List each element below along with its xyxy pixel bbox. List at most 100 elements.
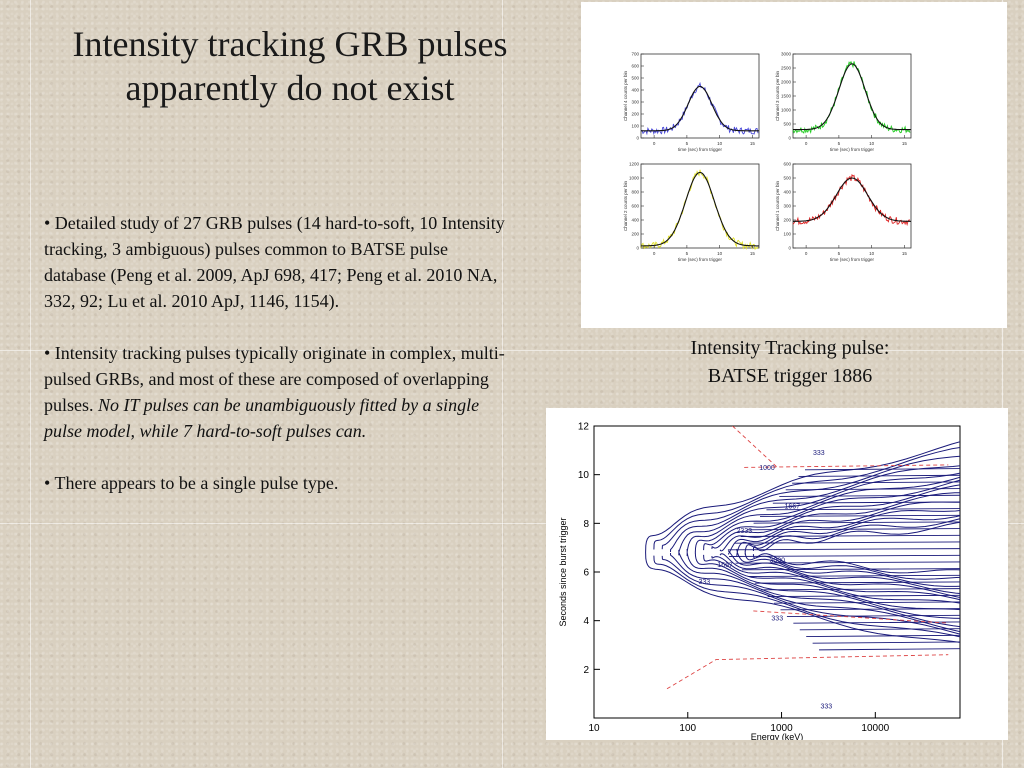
lightcurve-figure: 0 5 10 15 0 100 200 300 400 500 600 700 time (sec) f… (581, 2, 1007, 328)
y-tick-label: 1000 (629, 176, 640, 181)
trace-line (744, 464, 949, 468)
x-tick-label: 15 (750, 251, 756, 256)
contour-line (772, 501, 960, 504)
y-tick-label: 8 (583, 519, 589, 530)
contour-line (740, 534, 960, 537)
contour-line (819, 648, 960, 651)
y-tick-label: 2500 (781, 66, 792, 71)
y-axis-label: Channel 4 counts per bin (623, 70, 628, 121)
x-tick-label: 0 (653, 251, 656, 256)
contour-level-label: 1667 (717, 562, 733, 569)
bullet-text: • There appears to be a single pulse typ… (44, 473, 339, 493)
plot-frame (792, 53, 912, 139)
x-tick-label: 100 (679, 723, 696, 734)
y-tick-label: 500 (783, 122, 791, 127)
x-axis-label: time (sec) from trigger (678, 147, 723, 152)
y-tick-label: 0 (636, 136, 639, 141)
trace-line (666, 654, 949, 690)
bullet-item-3: • There appears to be a single pulse typ… (44, 470, 506, 496)
x-tick-label: 0 (805, 251, 808, 256)
contour-line (753, 521, 960, 524)
contour-line (661, 455, 960, 635)
model-fit-line (793, 63, 911, 131)
x-tick-label: 5 (838, 251, 841, 256)
slide-title: Intensity tracking GRB pulses apparently… (20, 22, 560, 110)
contour-line (752, 521, 960, 574)
contour-level-label: 333 (813, 450, 825, 457)
contour-line (645, 441, 960, 643)
bullet-list: • Detailed study of 27 GRB pulses (14 ha… (44, 210, 506, 522)
y-tick-label: 600 (783, 162, 791, 167)
data-series-line (792, 173, 911, 227)
lightcurve-panel-top-right: 0 5 10 15 0 500 1000 1500 2000 2500 3000 time (sec)… (775, 52, 912, 152)
y-tick-label: 100 (783, 232, 791, 237)
y-axis-label: Channel 1 counts per bin (775, 180, 780, 231)
y-axis-label: Channel 3 counts per bin (775, 70, 780, 121)
contour-line (678, 472, 960, 628)
x-tick-label: 10 (717, 251, 723, 256)
lightcurve-panel-top-left: 0 5 10 15 0 100 200 300 400 500 600 700 time (sec) f… (623, 52, 760, 152)
figure-caption: Intensity Tracking pulse: BATSE trigger … (610, 334, 970, 390)
y-tick-label: 0 (788, 136, 791, 141)
contour-plot: 1000 333 333 333 333 2333 1667 3000 1667 10 100 100… (558, 422, 961, 742)
contour-line (736, 515, 960, 587)
x-tick-label: 10 (869, 141, 875, 146)
contour-level-label: 2333 (736, 528, 752, 535)
data-series-line (640, 81, 759, 136)
x-tick-label: 10 (869, 251, 875, 256)
contour-line (686, 476, 960, 619)
caption-line-1: Intensity Tracking pulse: (690, 337, 890, 359)
x-tick-label: 15 (902, 141, 908, 146)
bullet-italic-text: No IT pulses can be unambiguously fitted… (44, 395, 480, 441)
contour-lines: 1000 333 333 333 333 2333 1667 3000 1667 (645, 426, 960, 710)
y-tick-label: 300 (783, 204, 791, 209)
x-tick-label: 5 (838, 141, 841, 146)
x-tick-label: 0 (653, 141, 656, 146)
contour-line (728, 509, 960, 595)
y-tick-label: 1500 (781, 94, 792, 99)
contour-line (760, 514, 960, 517)
model-fit-line (641, 85, 759, 132)
y-axis-label: Seconds since burst trigger (558, 517, 568, 626)
contour-line (785, 488, 960, 491)
y-tick-label: 2000 (781, 80, 792, 85)
y-tick-label: 400 (631, 88, 639, 93)
contour-line (748, 574, 960, 577)
y-tick-label: 3000 (781, 52, 792, 57)
x-axis-label: Energy (keV) (751, 732, 804, 740)
contour-line (735, 561, 960, 564)
tile-seam (0, 350, 1024, 351)
y-tick-label: 400 (631, 218, 639, 223)
data-series-line (640, 169, 759, 251)
y-tick-label: 500 (783, 176, 791, 181)
bullet-item-1: • Detailed study of 27 GRB pulses (14 ha… (44, 210, 506, 314)
contour-line (741, 568, 960, 571)
contour-line (767, 594, 960, 597)
x-tick-label: 1000 (770, 723, 793, 734)
lightcurve-panel-bottom-right: 0 5 10 15 0 100 200 300 400 500 600 time (sec) from… (775, 162, 912, 262)
contour-line (711, 492, 960, 601)
model-fit-line (792, 177, 912, 222)
tile-seam (30, 0, 31, 768)
contour-level-label: 3000 (769, 557, 785, 564)
y-tick-label: 1000 (781, 108, 792, 113)
contour-line (793, 621, 960, 624)
y-tick-label: 500 (631, 76, 639, 81)
x-axis-label: time (sec) from trigger (830, 257, 875, 262)
y-tick-label: 200 (631, 232, 639, 237)
y-tick-label: 200 (631, 112, 639, 117)
bullet-text: • Detailed study of 27 GRB pulses (14 ha… (44, 213, 505, 311)
contour-line (806, 634, 960, 637)
plot-frame (640, 53, 760, 139)
contour-line (780, 608, 960, 611)
plot-frame (640, 163, 760, 249)
contour-line (670, 465, 960, 633)
contour-line (703, 484, 960, 604)
contour-line (779, 494, 960, 497)
contour-line (786, 614, 960, 617)
y-tick-label: 400 (783, 190, 791, 195)
contour-level-label: 1667 (784, 504, 800, 511)
trace-line (753, 610, 949, 624)
x-tick-label: 10 (588, 723, 600, 734)
